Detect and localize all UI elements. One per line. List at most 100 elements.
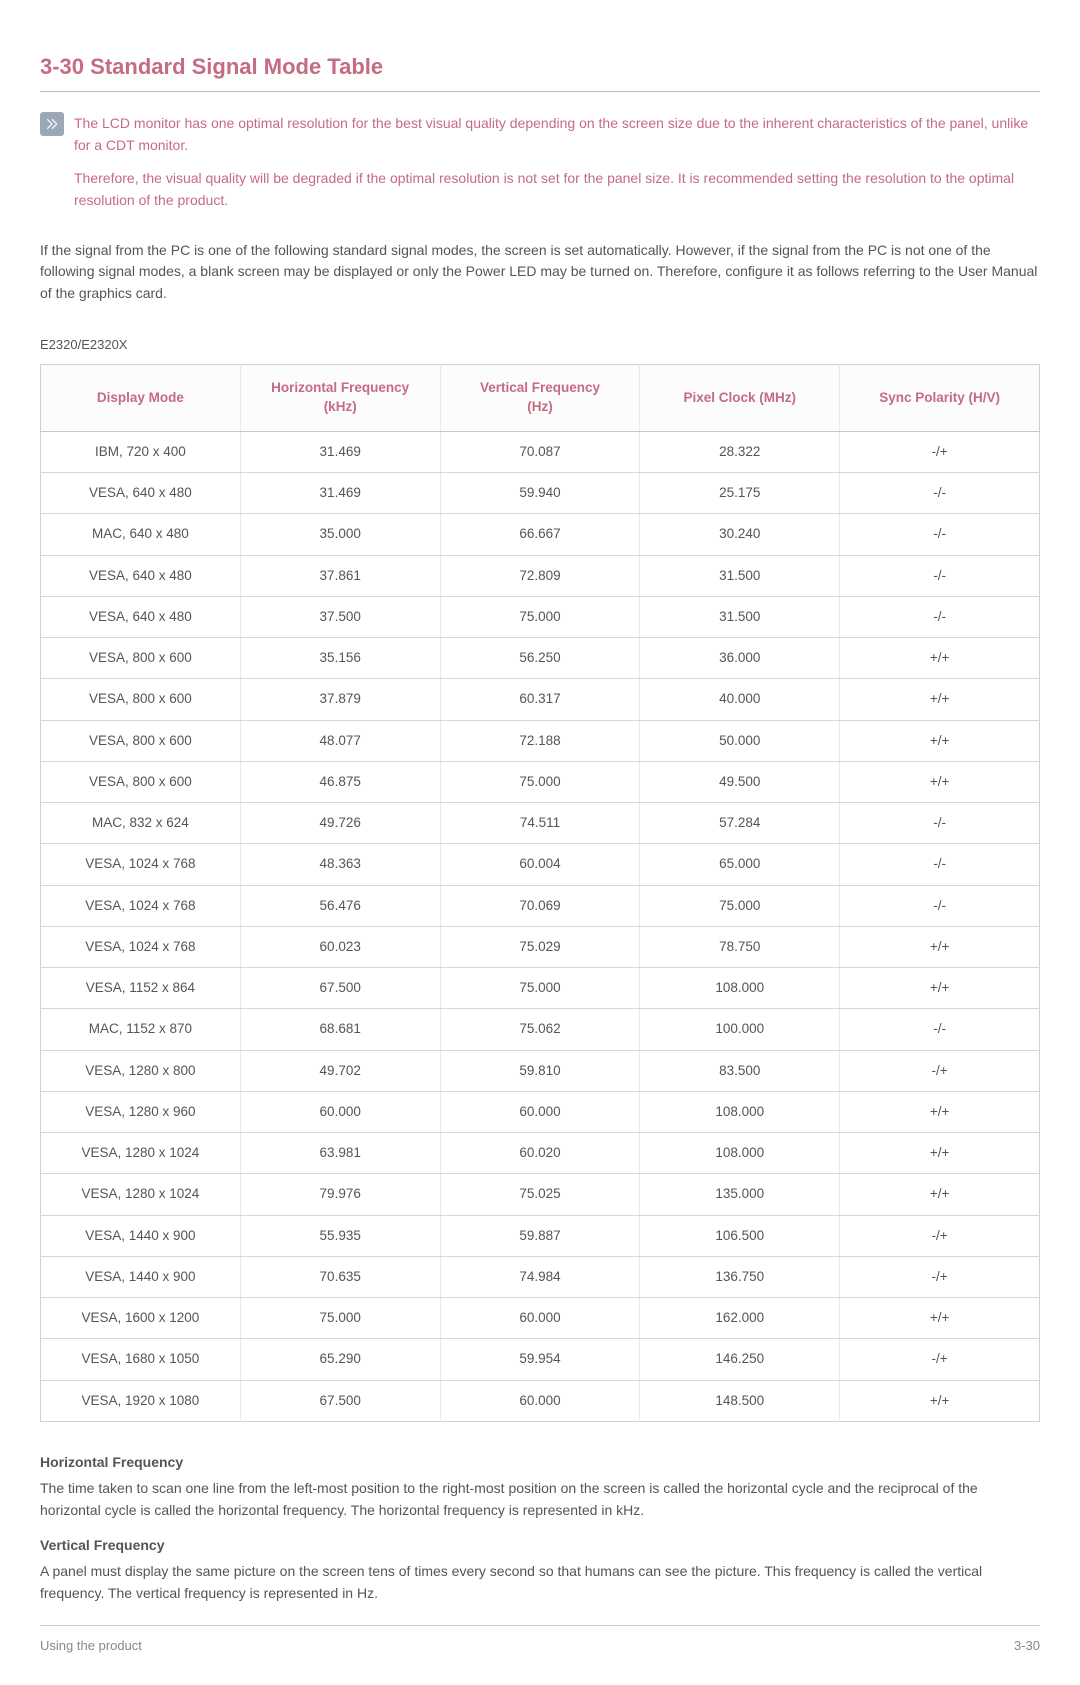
table-cell: 48.363	[240, 844, 440, 885]
table-cell: +/+	[840, 679, 1040, 720]
table-cell: 75.000	[440, 596, 640, 637]
table-cell: 49.500	[640, 761, 840, 802]
table-row: IBM, 720 x 40031.46970.08728.322-/+	[41, 431, 1040, 472]
table-cell: MAC, 640 x 480	[41, 514, 241, 555]
table-row: MAC, 640 x 48035.00066.66730.240-/-	[41, 514, 1040, 555]
table-cell: -/+	[840, 1215, 1040, 1256]
table-cell: 50.000	[640, 720, 840, 761]
table-row: VESA, 1440 x 90070.63574.984136.750-/+	[41, 1256, 1040, 1297]
table-cell: 70.069	[440, 885, 640, 926]
table-cell: 74.984	[440, 1256, 640, 1297]
table-row: VESA, 800 x 60037.87960.31740.000+/+	[41, 679, 1040, 720]
table-cell: 75.029	[440, 926, 640, 967]
table-cell: 60.004	[440, 844, 640, 885]
note-block: The LCD monitor has one optimal resoluti…	[40, 112, 1040, 222]
table-cell: 60.000	[240, 1091, 440, 1132]
table-cell: 31.469	[240, 473, 440, 514]
table-cell: 65.290	[240, 1339, 440, 1380]
table-cell: 75.062	[440, 1009, 640, 1050]
table-cell: -/+	[840, 431, 1040, 472]
table-cell: 31.500	[640, 596, 840, 637]
table-cell: 148.500	[640, 1380, 840, 1421]
table-cell: 48.077	[240, 720, 440, 761]
table-row: VESA, 800 x 60046.87575.00049.500+/+	[41, 761, 1040, 802]
table-cell: VESA, 1024 x 768	[41, 844, 241, 885]
table-cell: MAC, 832 x 624	[41, 803, 241, 844]
table-cell: -/-	[840, 514, 1040, 555]
table-row: VESA, 1152 x 86467.50075.000108.000+/+	[41, 968, 1040, 1009]
table-cell: VESA, 1440 x 900	[41, 1256, 241, 1297]
table-row: VESA, 1440 x 90055.93559.887106.500-/+	[41, 1215, 1040, 1256]
table-cell: 60.000	[440, 1380, 640, 1421]
col-vertical-freq: Vertical Frequency(Hz)	[440, 365, 640, 432]
table-cell: -/-	[840, 844, 1040, 885]
table-cell: 146.250	[640, 1339, 840, 1380]
table-row: VESA, 1280 x 102463.98160.020108.000+/+	[41, 1133, 1040, 1174]
table-cell: +/+	[840, 761, 1040, 802]
table-cell: IBM, 720 x 400	[41, 431, 241, 472]
footer-right: 3-30	[1014, 1636, 1040, 1656]
footer-left: Using the product	[40, 1636, 142, 1656]
table-row: VESA, 1600 x 120075.00060.000162.000+/+	[41, 1298, 1040, 1339]
table-cell: 46.875	[240, 761, 440, 802]
section-heading: 3-30 Standard Signal Mode Table	[40, 50, 1040, 92]
table-cell: +/+	[840, 1380, 1040, 1421]
definition-title: Horizontal Frequency	[40, 1452, 1040, 1473]
table-cell: VESA, 800 x 600	[41, 679, 241, 720]
table-row: VESA, 640 x 48037.50075.00031.500-/-	[41, 596, 1040, 637]
table-row: VESA, 1024 x 76860.02375.02978.750+/+	[41, 926, 1040, 967]
table-cell: 37.500	[240, 596, 440, 637]
table-cell: 35.000	[240, 514, 440, 555]
table-cell: 56.250	[440, 638, 640, 679]
table-cell: 40.000	[640, 679, 840, 720]
table-row: MAC, 832 x 62449.72674.51157.284-/-	[41, 803, 1040, 844]
table-cell: 30.240	[640, 514, 840, 555]
table-cell: 106.500	[640, 1215, 840, 1256]
table-cell: 75.025	[440, 1174, 640, 1215]
table-cell: 70.087	[440, 431, 640, 472]
table-cell: VESA, 1280 x 1024	[41, 1133, 241, 1174]
model-label: E2320/E2320X	[40, 335, 1040, 355]
table-cell: 59.954	[440, 1339, 640, 1380]
table-cell: 36.000	[640, 638, 840, 679]
table-cell: 108.000	[640, 1133, 840, 1174]
definition-body: A panel must display the same picture on…	[40, 1561, 1040, 1604]
table-cell: -/-	[840, 885, 1040, 926]
table-cell: +/+	[840, 1133, 1040, 1174]
table-row: VESA, 640 x 48031.46959.94025.175-/-	[41, 473, 1040, 514]
definition-title: Vertical Frequency	[40, 1535, 1040, 1556]
table-cell: VESA, 1280 x 960	[41, 1091, 241, 1132]
table-cell: VESA, 1680 x 1050	[41, 1339, 241, 1380]
section-title-text: Standard Signal Mode Table	[90, 54, 383, 79]
table-cell: -/-	[840, 596, 1040, 637]
table-cell: 75.000	[240, 1298, 440, 1339]
table-cell: 66.667	[440, 514, 640, 555]
table-cell: 60.000	[440, 1298, 640, 1339]
table-cell: VESA, 1024 x 768	[41, 885, 241, 926]
section-number: 3-30	[40, 54, 84, 79]
table-cell: VESA, 1280 x 1024	[41, 1174, 241, 1215]
col-display-mode: Display Mode	[41, 365, 241, 432]
table-cell: +/+	[840, 926, 1040, 967]
table-cell: 75.000	[440, 968, 640, 1009]
table-row: VESA, 1680 x 105065.29059.954146.250-/+	[41, 1339, 1040, 1380]
table-cell: 75.000	[440, 761, 640, 802]
table-row: VESA, 800 x 60035.15656.25036.000+/+	[41, 638, 1040, 679]
table-cell: 28.322	[640, 431, 840, 472]
table-cell: 37.861	[240, 555, 440, 596]
table-cell: 60.000	[440, 1091, 640, 1132]
table-row: VESA, 1280 x 96060.00060.000108.000+/+	[41, 1091, 1040, 1132]
table-cell: +/+	[840, 720, 1040, 761]
table-cell: 162.000	[640, 1298, 840, 1339]
table-cell: 60.020	[440, 1133, 640, 1174]
table-cell: MAC, 1152 x 870	[41, 1009, 241, 1050]
table-cell: 100.000	[640, 1009, 840, 1050]
table-header-row: Display Mode Horizontal Frequency(kHz) V…	[41, 365, 1040, 432]
table-cell: -/-	[840, 1009, 1040, 1050]
table-cell: 79.976	[240, 1174, 440, 1215]
table-cell: -/+	[840, 1339, 1040, 1380]
table-cell: VESA, 800 x 600	[41, 638, 241, 679]
table-cell: 108.000	[640, 968, 840, 1009]
table-row: VESA, 800 x 60048.07772.18850.000+/+	[41, 720, 1040, 761]
table-cell: VESA, 1024 x 768	[41, 926, 241, 967]
